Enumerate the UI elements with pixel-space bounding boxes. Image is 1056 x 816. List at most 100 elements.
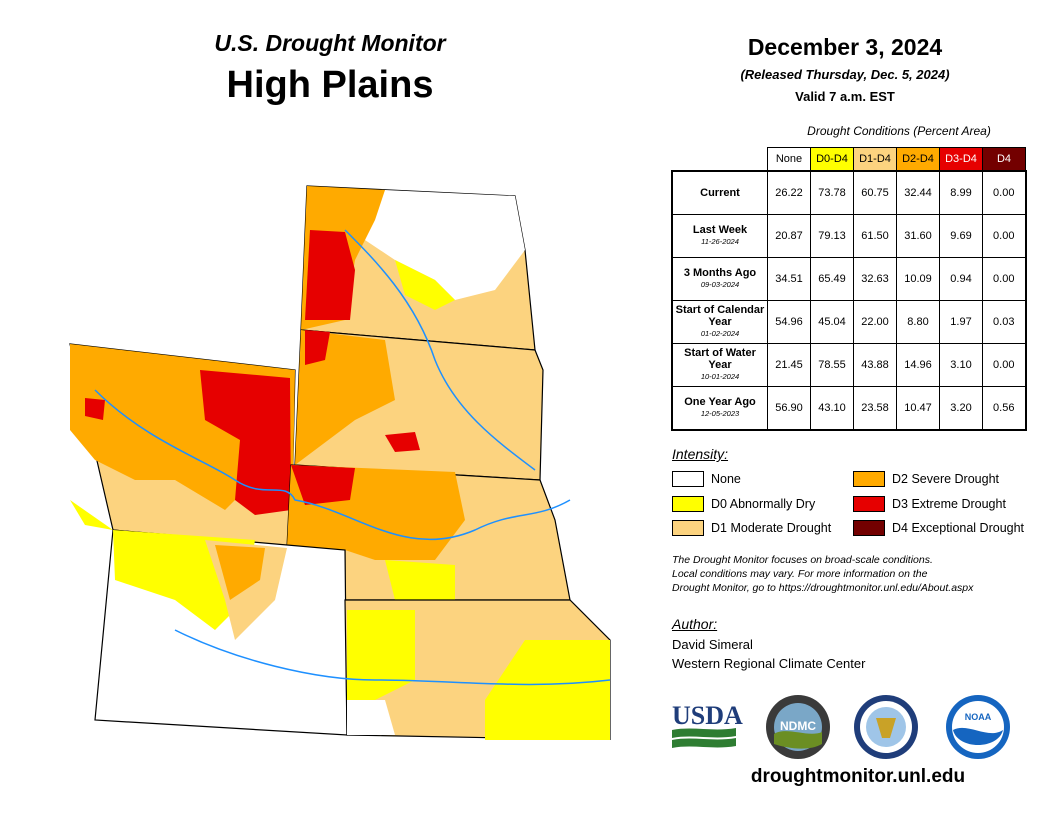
logos-svg: USDA NDMC NOAA (672, 695, 1010, 759)
table-cell: 0.00 (982, 214, 1026, 258)
row-date: 11-26-2024 (701, 237, 739, 246)
nd-d0-region (395, 260, 455, 310)
table-cell: 23.58 (853, 386, 897, 431)
note-line: Drought Monitor, go to https://droughtmo… (672, 582, 974, 594)
table-cell: 0.00 (982, 343, 1026, 387)
legend-title: Intensity: (672, 446, 729, 462)
ks-d0-region (347, 610, 415, 700)
table-cell: 32.63 (853, 257, 897, 301)
legend-item-none: None (672, 470, 741, 488)
legend-swatch (853, 471, 885, 487)
col-header-d2-d4: D2-D4 (896, 147, 940, 172)
valid-time: Valid 7 a.m. EST (795, 89, 895, 104)
sd-d3-region-2 (385, 432, 420, 452)
row-label: 3 Months Ago 09-03-2024 (671, 257, 768, 301)
row-label: Start of Water Year 10-01-2024 (671, 343, 768, 387)
wy-d3-west (85, 398, 105, 420)
usda-text: USDA (672, 701, 743, 730)
noaa-logo: NOAA (946, 695, 1010, 759)
noaa-text: NOAA (965, 712, 992, 722)
legend-swatch (672, 471, 704, 487)
table-cell: 61.50 (853, 214, 897, 258)
ne-d0-region (385, 560, 455, 600)
partner-logos: USDA NDMC NOAA (668, 692, 1038, 762)
co-d2-region (215, 545, 265, 600)
table-cell: 54.96 (767, 300, 811, 344)
table-cell: 43.10 (810, 386, 854, 431)
ndmc-logo: NDMC (766, 695, 830, 759)
legend-swatch (672, 496, 704, 512)
legend-label: D3 Extreme Drought (892, 497, 1006, 511)
table-cell: 3.20 (939, 386, 983, 431)
table-cell: 8.99 (939, 170, 983, 215)
table-cell: 0.94 (939, 257, 983, 301)
col-header-none: None (767, 147, 811, 172)
table-cell: 3.10 (939, 343, 983, 387)
legend-label: D1 Moderate Drought (711, 521, 832, 535)
sd-d2-region (295, 330, 395, 465)
table-row: One Year Ago 12-05-2023 56.90 43.10 23.58… (671, 386, 1026, 431)
legend-label: D4 Exceptional Drought (892, 521, 1025, 535)
row-label: One Year Ago 12-05-2023 (671, 386, 768, 431)
nd-d3-region (305, 230, 355, 320)
row-date: 01-02-2024 (700, 329, 740, 338)
table-row: Start of Water Year 10-01-2024 21.45 78.5… (671, 343, 1026, 387)
sd-d3-region (305, 330, 330, 365)
ne-d3-region (291, 465, 355, 505)
drought-map-svg (69, 185, 611, 740)
table-cell: 0.56 (982, 386, 1026, 431)
website-url[interactable]: droughtmonitor.unl.edu (750, 766, 966, 787)
table-cell: 0.03 (982, 300, 1026, 344)
table-cell: 34.51 (767, 257, 811, 301)
table-cell: 60.75 (853, 170, 897, 215)
table-cell: 45.04 (810, 300, 854, 344)
note-line: Local conditions may vary. For more info… (672, 568, 928, 580)
col-header-d0-d4: D0-D4 (810, 147, 854, 172)
legend-swatch (853, 520, 885, 536)
table-cell: 14.96 (896, 343, 940, 387)
release-date: (Released Thursday, Dec. 5, 2024) (740, 67, 950, 82)
table-cell: 78.55 (810, 343, 854, 387)
nd-none-region (365, 190, 525, 300)
legend-item-d2: D2 Severe Drought (853, 470, 999, 488)
legend-swatch (672, 520, 704, 536)
table-cell: 0.00 (982, 170, 1026, 215)
author-name: David Simeral (672, 637, 753, 652)
table-corner (672, 148, 768, 172)
table-row: 3 Months Ago 09-03-2024 34.51 65.49 32.63… (671, 257, 1026, 301)
row-label: Last Week 11-26-2024 (671, 214, 768, 258)
table-cell: 31.60 (896, 214, 940, 258)
table-cell: 10.09 (896, 257, 940, 301)
row-date: 09-03-2024 (700, 280, 740, 289)
map-subtitle: U.S. Drought Monitor (214, 30, 446, 56)
row-label-text: Start of Calendar Year (675, 304, 765, 328)
disclaimer-note: The Drought Monitor focuses on broad-sca… (672, 553, 1042, 595)
ndmc-text: NDMC (780, 719, 816, 733)
author-org: Western Regional Climate Center (672, 656, 866, 671)
table-cell: 43.88 (853, 343, 897, 387)
table-cell: 79.13 (810, 214, 854, 258)
table-cell: 22.00 (853, 300, 897, 344)
col-header-d4: D4 (982, 147, 1026, 172)
table-cell: 1.97 (939, 300, 983, 344)
legend-label: D2 Severe Drought (892, 472, 1000, 486)
drought-map (55, 180, 615, 740)
wy-d0-strip (70, 500, 113, 530)
table-cell: 26.22 (767, 170, 811, 215)
table-cell: 8.80 (896, 300, 940, 344)
row-label-text: Start of Water Year (684, 347, 756, 371)
table-cell: 56.90 (767, 386, 811, 431)
wy-d3-region (200, 370, 291, 515)
table-cell: 65.49 (810, 257, 854, 301)
col-header-d3-d4: D3-D4 (939, 147, 983, 172)
row-date: 12-05-2023 (700, 409, 740, 418)
region-title: High Plains (226, 64, 434, 106)
usda-logo: USDA (672, 701, 743, 748)
col-header-d1-d4: D1-D4 (853, 147, 897, 172)
row-label-text: Current (700, 187, 740, 199)
legend-item-d1: D1 Moderate Drought (672, 519, 831, 537)
table-cell: 9.69 (939, 214, 983, 258)
table-cell: 10.47 (896, 386, 940, 431)
row-label-text: Last Week (692, 224, 748, 236)
legend-item-d0: D0 Abnormally Dry (672, 495, 815, 513)
